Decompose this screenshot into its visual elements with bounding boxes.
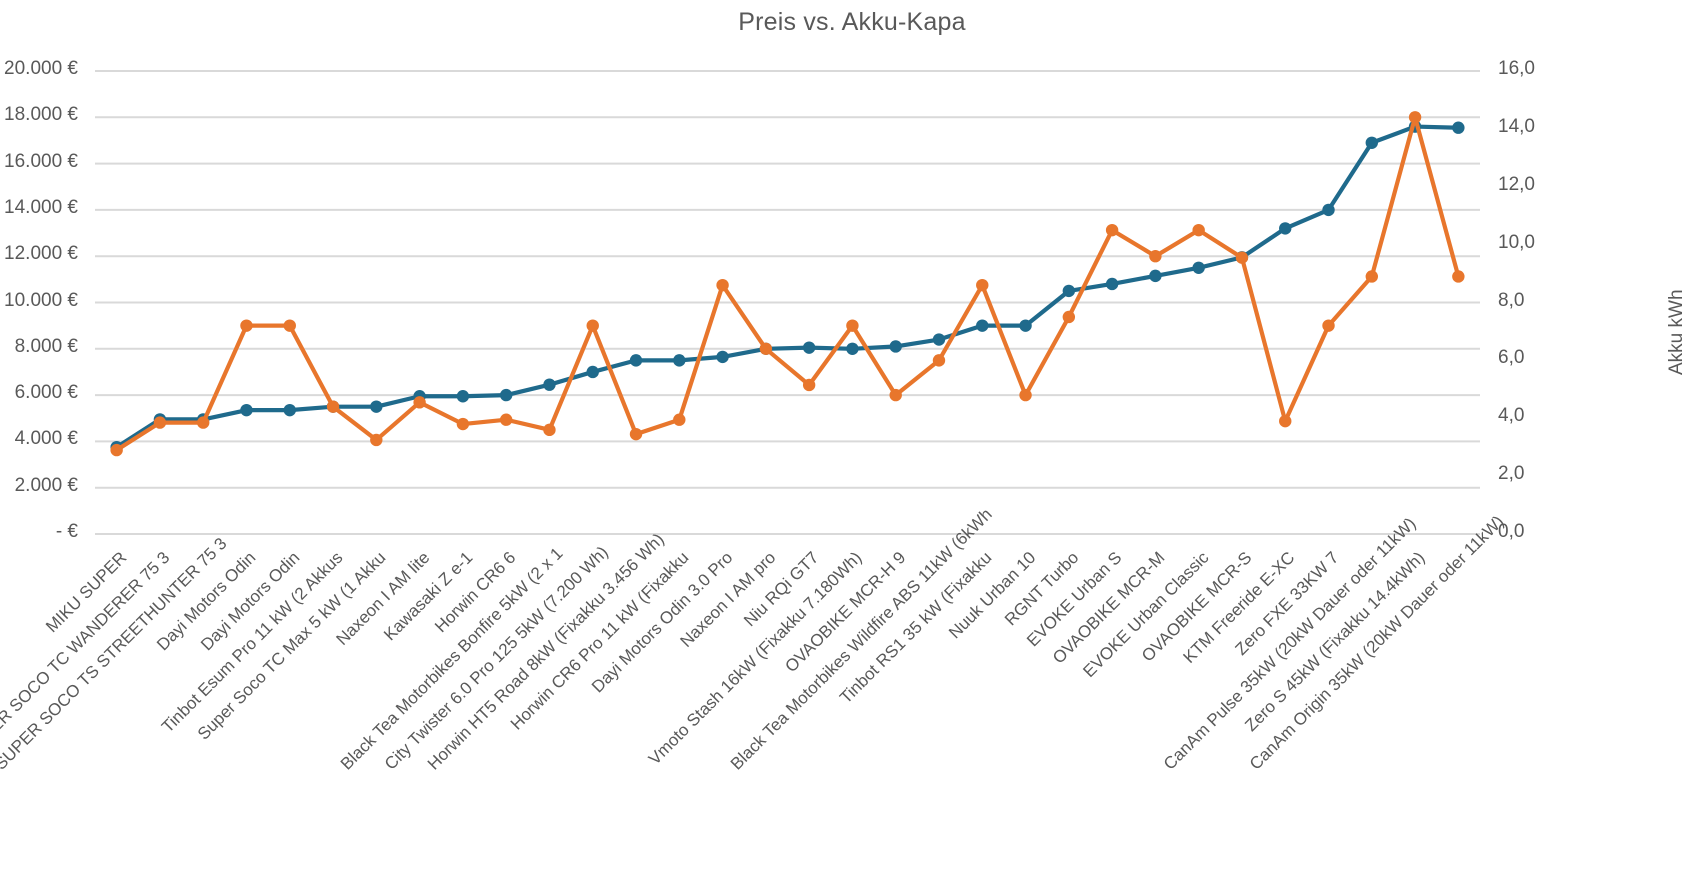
y-axis-right-tick: 10,0 [1498, 231, 1535, 253]
data-point[interactable] [1322, 319, 1335, 332]
data-point[interactable] [586, 365, 599, 379]
y-axis-right-title: Akku kWh [1666, 289, 1687, 375]
y-axis-right-tick: 2,0 [1498, 463, 1525, 485]
data-point[interactable] [889, 340, 902, 353]
data-point[interactable] [1235, 251, 1249, 264]
data-point[interactable] [1149, 269, 1162, 283]
data-point[interactable] [1105, 223, 1119, 237]
data-point[interactable] [153, 416, 167, 429]
y-axis-right-tick: 6,0 [1498, 347, 1525, 369]
data-point[interactable] [456, 417, 470, 431]
data-point[interactable] [240, 319, 253, 332]
data-point[interactable] [1452, 270, 1465, 283]
y-axis-left-tick: 18.000 € [4, 104, 78, 126]
data-point[interactable] [413, 396, 426, 409]
data-point[interactable] [370, 400, 383, 413]
data-point[interactable] [629, 427, 643, 441]
data-point[interactable] [1365, 270, 1378, 283]
series-line[interactable] [114, 115, 1461, 453]
data-point[interactable] [802, 378, 816, 392]
y-axis-left-tick: 12.000 € [4, 243, 78, 265]
data-point[interactable] [326, 400, 340, 413]
data-point[interactable] [976, 278, 989, 292]
data-point[interactable] [1019, 388, 1032, 402]
data-point[interactable] [1062, 284, 1076, 298]
y-axis-right-tick: 16,0 [1498, 58, 1535, 79]
series-line[interactable] [114, 124, 1461, 450]
data-point[interactable] [543, 423, 556, 437]
y-axis-right-tick: 12,0 [1498, 173, 1535, 195]
y-axis-left-tick: 10.000 € [4, 289, 78, 311]
y-axis-left-tick: 16.000 € [4, 150, 78, 172]
y-axis-left-tick: - € [55, 521, 78, 542]
data-point[interactable] [759, 342, 773, 355]
data-point[interactable] [716, 278, 729, 292]
data-point[interactable] [716, 350, 729, 364]
y-axis-right-tick: 4,0 [1498, 405, 1525, 427]
data-point[interactable] [673, 413, 686, 426]
data-point[interactable] [586, 319, 599, 332]
data-point[interactable] [846, 342, 859, 355]
data-point[interactable] [1365, 136, 1378, 149]
data-point[interactable] [889, 388, 902, 402]
y-axis-right-tick: 0,0 [1498, 521, 1525, 542]
y-axis-left-tick: 4.000 € [14, 428, 78, 450]
data-point[interactable] [802, 341, 816, 354]
data-point[interactable] [1452, 121, 1465, 134]
y-axis-left-tick: 6.000 € [14, 382, 78, 404]
data-point[interactable] [846, 319, 859, 332]
y-axis-left-tick: 2.000 € [14, 474, 78, 496]
series-1 [110, 120, 1465, 454]
data-point[interactable] [499, 413, 513, 426]
data-point[interactable] [283, 319, 296, 332]
y-axis-left-tick: 14.000 € [4, 196, 78, 218]
data-point[interactable] [499, 388, 513, 402]
data-point[interactable] [1279, 222, 1292, 235]
data-point[interactable] [629, 354, 643, 367]
y-axis-right-tick: 14,0 [1498, 115, 1535, 137]
data-point[interactable] [1408, 111, 1422, 124]
y-axis-left-tick: 20.000 € [4, 58, 78, 79]
data-point[interactable] [543, 378, 556, 391]
data-point[interactable] [1019, 319, 1032, 332]
chart-title: Preis vs. Akku-Kapa [738, 8, 966, 36]
gridlines [95, 70, 1480, 535]
data-point[interactable] [370, 433, 383, 447]
data-point[interactable] [932, 354, 946, 367]
data-point[interactable] [932, 333, 946, 346]
data-point[interactable] [197, 416, 210, 429]
data-point[interactable] [456, 390, 470, 403]
series-2 [110, 111, 1465, 457]
y-axis-left-tick: 8.000 € [14, 335, 78, 357]
data-point[interactable] [1192, 261, 1205, 274]
data-point[interactable] [283, 403, 296, 417]
data-point[interactable] [1279, 414, 1292, 428]
data-point[interactable] [1062, 310, 1076, 324]
data-point[interactable] [673, 354, 686, 367]
y-axis-right-tick: 8,0 [1498, 289, 1525, 311]
data-point[interactable] [1192, 223, 1205, 237]
data-point[interactable] [976, 319, 989, 332]
data-point[interactable] [1105, 277, 1119, 291]
data-point[interactable] [1149, 250, 1162, 263]
data-point[interactable] [1322, 203, 1335, 217]
data-point[interactable] [240, 403, 253, 417]
data-point[interactable] [110, 443, 123, 457]
